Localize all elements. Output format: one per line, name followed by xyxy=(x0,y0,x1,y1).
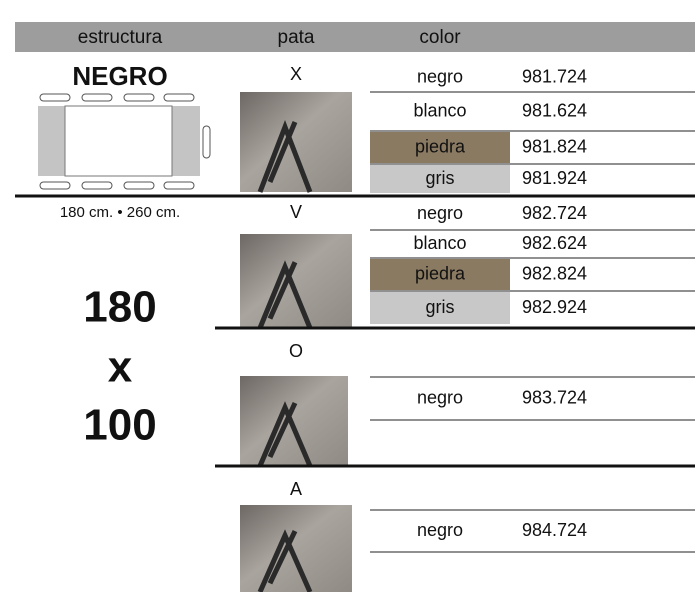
photo-legs xyxy=(257,120,313,193)
product-code: 981.624 xyxy=(522,100,587,120)
header-bar xyxy=(15,22,695,52)
color-name: blanco xyxy=(413,100,466,120)
size-line: 100 xyxy=(83,401,156,450)
pata-letter: O xyxy=(289,341,303,361)
product-code: 983.724 xyxy=(522,387,587,407)
product-code: 982.624 xyxy=(522,233,587,253)
product-photo xyxy=(240,234,352,328)
color-swatch xyxy=(370,259,510,290)
color-swatch xyxy=(370,132,510,163)
header-cell: estructura xyxy=(78,27,163,48)
photo-legs xyxy=(257,529,313,592)
table-diagram xyxy=(38,93,211,190)
finish: NEGRO xyxy=(72,61,167,91)
pata-letter: X xyxy=(290,64,302,84)
color-name: negro xyxy=(417,387,463,407)
pata-letter: A xyxy=(290,479,302,499)
color-name: piedra xyxy=(415,263,466,283)
header-cell: pata xyxy=(278,27,315,48)
color-name: negro xyxy=(417,203,463,223)
color-name: negro xyxy=(417,520,463,540)
product-photo xyxy=(240,505,352,592)
photo-legs xyxy=(257,260,313,329)
dimensions: 180 cm. • 260 cm. xyxy=(60,204,180,221)
pata-letter: V xyxy=(290,202,302,222)
color-name: negro xyxy=(417,66,463,86)
product-code: 981.824 xyxy=(522,136,587,156)
product-code: 982.824 xyxy=(522,263,587,283)
size-line: x xyxy=(108,343,133,392)
color-swatch xyxy=(370,165,510,193)
color-name: blanco xyxy=(413,233,466,253)
color-swatch xyxy=(370,292,510,324)
product-code: 982.724 xyxy=(522,203,587,223)
color-name: gris xyxy=(425,297,454,317)
product-photo xyxy=(240,376,348,466)
photo-legs xyxy=(257,401,313,467)
product-code: 981.924 xyxy=(522,168,587,188)
size-line: 180 xyxy=(83,283,156,332)
product-code: 981.724 xyxy=(522,66,587,86)
header-cell: color xyxy=(419,27,461,48)
color-name: gris xyxy=(425,168,454,188)
product-photo xyxy=(240,92,352,192)
product-code: 982.924 xyxy=(522,297,587,317)
product-code: 984.724 xyxy=(522,520,587,540)
color-name: piedra xyxy=(415,136,466,156)
